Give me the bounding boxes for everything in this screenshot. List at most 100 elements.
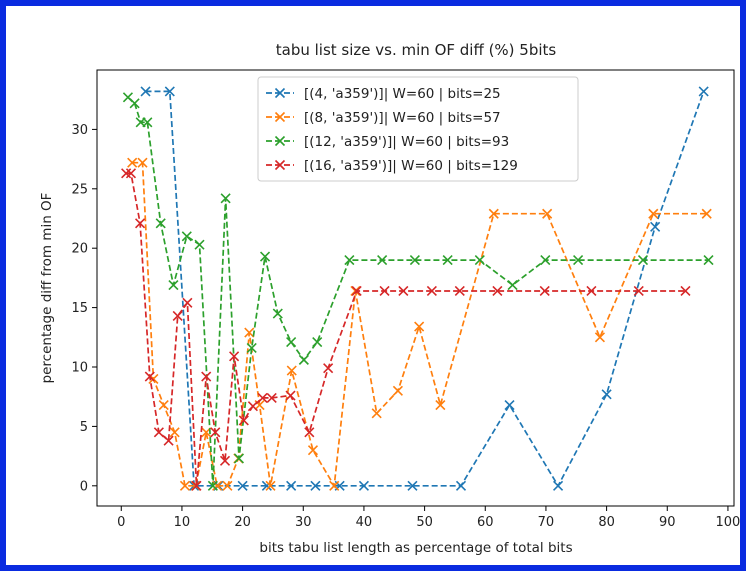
chart-svg: tabu list size vs. min OF diff (%) 5bits… (39, 41, 740, 556)
data-point (504, 399, 515, 411)
data-point (164, 86, 175, 97)
data-point (540, 255, 551, 266)
data-point (181, 231, 192, 242)
x-tick-label: 10 (174, 515, 191, 530)
data-point (142, 117, 153, 128)
data-point (371, 408, 382, 419)
data-point (351, 285, 362, 297)
data-point (310, 480, 321, 491)
legend: [(4, 'a359')]| W=60 | bits=25 [(8, 'a359'… (257, 76, 579, 182)
data-point (153, 427, 164, 438)
y-axis-label: percentage diff from min OF (39, 193, 55, 384)
data-point (265, 480, 276, 491)
series-4 (121, 168, 691, 491)
data-point (155, 218, 166, 229)
data-point (698, 86, 709, 97)
data-point (246, 342, 257, 354)
data-point (594, 332, 605, 343)
data-point (586, 285, 597, 297)
data-point (272, 308, 283, 319)
data-point (121, 168, 132, 179)
data-point (286, 480, 297, 491)
data-point (312, 336, 323, 348)
data-point (442, 255, 453, 266)
data-point (244, 327, 255, 338)
legend-entry: [(4, 'a359')]| W=60 | bits=25 (266, 86, 501, 102)
series-layer (121, 86, 714, 491)
y-tick-label: 25 (71, 182, 88, 197)
chart-title: tabu list size vs. min OF diff (%) 5bits (276, 41, 557, 59)
data-point (703, 255, 714, 266)
data-point (129, 98, 140, 109)
legend-swatch-marker (274, 135, 286, 147)
data-point (409, 255, 420, 266)
data-point (257, 392, 268, 403)
data-point (379, 285, 390, 297)
legend-label: [(4, 'a359')]| W=60 | bits=25 (304, 86, 501, 102)
y-tick-label: 20 (71, 242, 88, 257)
data-point (358, 480, 369, 491)
data-point (127, 157, 138, 168)
data-point (474, 255, 485, 266)
data-point (247, 401, 258, 412)
data-point (350, 285, 361, 297)
legend-swatch-marker (274, 159, 286, 171)
data-point (219, 455, 231, 466)
data-point (539, 285, 550, 297)
x-tick-label: 100 (716, 515, 741, 530)
legend-label: [(8, 'a359')]| W=60 | bits=57 (304, 110, 501, 126)
data-point (377, 255, 388, 266)
data-point (222, 480, 233, 491)
legend-label: [(12, 'a359')]| W=60 | bits=93 (304, 134, 509, 150)
data-point (168, 279, 179, 291)
data-point (191, 480, 202, 491)
data-point (298, 354, 309, 365)
data-point (398, 285, 409, 297)
data-point (285, 390, 296, 401)
data-point (233, 453, 245, 464)
data-point (194, 239, 205, 250)
y-tick-label: 30 (71, 123, 88, 138)
legend-entry: [(12, 'a359')]| W=60 | bits=93 (266, 134, 509, 150)
data-point (210, 427, 221, 438)
x-tick-label: 70 (538, 515, 555, 530)
data-point (182, 297, 193, 308)
data-point (207, 480, 218, 491)
data-point (680, 285, 691, 297)
y-tick-label: 10 (71, 361, 88, 376)
legend-swatch-marker (274, 87, 286, 99)
x-axis-label: bits tabu list length as percentage of t… (259, 540, 572, 556)
data-point (492, 285, 503, 297)
data-point (286, 365, 297, 376)
plot-frame (96, 69, 735, 507)
data-point (212, 480, 223, 491)
data-point (573, 255, 584, 266)
legend-box (257, 76, 579, 182)
data-point (407, 480, 418, 491)
data-point (344, 255, 355, 266)
data-point (237, 480, 248, 491)
data-point (426, 285, 437, 297)
data-point (163, 435, 174, 446)
x-tick-label: 40 (356, 515, 373, 530)
x-tick-label: 50 (416, 515, 433, 530)
legend-entry: [(16, 'a359')]| W=60 | bits=129 (266, 158, 518, 174)
data-point (304, 427, 315, 438)
y-tick-label: 15 (71, 301, 88, 316)
data-point (179, 480, 191, 491)
data-point (601, 389, 612, 400)
data-point (169, 427, 180, 438)
data-point (637, 255, 649, 266)
data-point (507, 279, 518, 291)
data-point (229, 351, 240, 362)
data-point (392, 385, 403, 396)
data-point (172, 310, 183, 321)
data-point (454, 285, 465, 297)
data-point (286, 336, 297, 348)
data-point (455, 480, 467, 491)
data-point (201, 371, 212, 382)
series-line (132, 161, 707, 489)
ticks-layer: 0 10 20 30 40 50 60 70 80 90 100 0 5 10 15 20 25 30 (71, 123, 740, 530)
data-point (137, 157, 148, 168)
